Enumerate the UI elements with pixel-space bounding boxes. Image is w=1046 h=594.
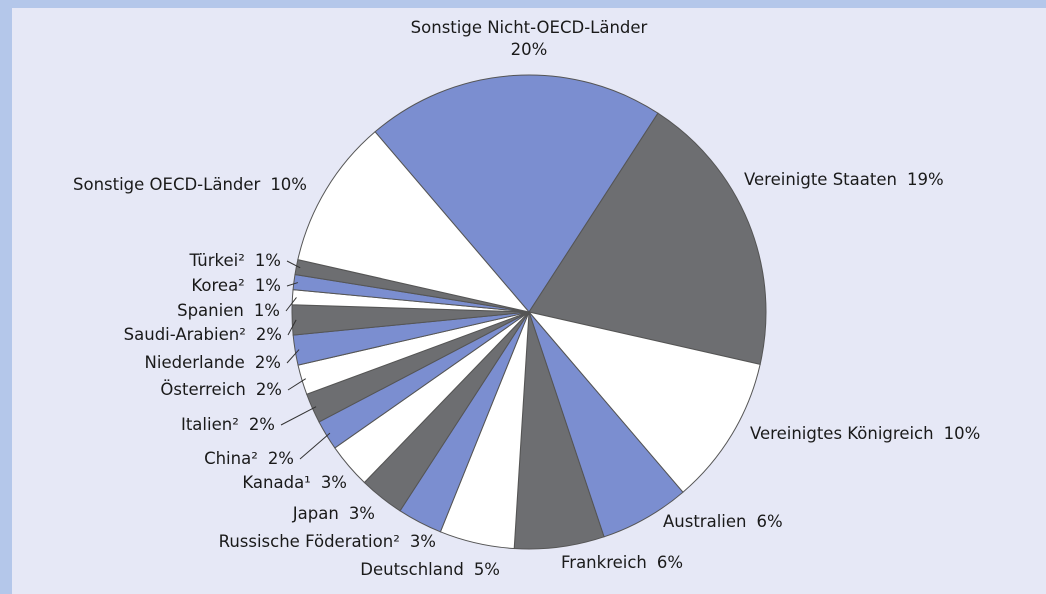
slice-name: Österreich <box>160 380 245 399</box>
slice-name: Korea² <box>191 276 244 295</box>
slice-label: Niederlande 2% <box>145 353 281 372</box>
pie-slice <box>297 131 531 313</box>
leader-line <box>285 297 297 312</box>
slice-value: 2% <box>256 380 282 399</box>
slice-name: Türkei² <box>188 251 244 270</box>
slice-label: Vereinigte Staaten 19% <box>744 170 944 189</box>
slice-value: 10% <box>944 424 981 443</box>
slice-name: Sonstige Nicht-OECD-Länder <box>411 18 648 37</box>
slice-label: Korea² 1% <box>191 276 281 295</box>
slice-label: Australien 6% <box>663 512 783 531</box>
slice-value: 19% <box>907 170 944 189</box>
slice-label: Sonstige Nicht-OECD-Länder 20% <box>411 18 648 59</box>
slice-label: Österreich 2% <box>160 380 282 399</box>
leader-line <box>286 260 301 269</box>
slice-name: Japan <box>292 504 339 523</box>
slice-name: Vereinigte Staaten <box>744 170 897 189</box>
slice-label: Saudi-Arabien² 2% <box>124 325 282 344</box>
slice-value: 3% <box>410 532 436 551</box>
slice-label: Japan 3% <box>292 504 375 523</box>
slice-name: China² <box>204 449 258 468</box>
slice-value: 20% <box>511 40 548 59</box>
slice-value: 2% <box>256 325 282 344</box>
slice-name: Italien² <box>181 415 239 434</box>
slice-label: Russische Föderation² 3% <box>219 532 436 551</box>
slice-name: Kanada¹ <box>242 473 310 492</box>
slice-value: 2% <box>268 449 294 468</box>
slice-name: Sonstige OECD-Länder <box>73 175 261 194</box>
slice-label: Deutschland 5% <box>360 560 500 579</box>
leader-line <box>286 282 299 287</box>
slice-value: 1% <box>255 251 281 270</box>
slice-name: Saudi-Arabien² <box>124 325 246 344</box>
slice-label: Türkei² 1% <box>188 251 281 270</box>
slice-value: 6% <box>756 512 782 531</box>
slice-name: Russische Föderation² <box>219 532 400 551</box>
leader-line <box>287 319 297 336</box>
slice-label: Frankreich 6% <box>561 553 683 572</box>
slice-value: 2% <box>249 415 275 434</box>
slice-name: Spanien <box>177 301 244 320</box>
slice-label: China² 2% <box>204 449 294 468</box>
slice-name: Frankreich <box>561 553 647 572</box>
slice-label: Vereinigtes Königreich 10% <box>750 424 980 443</box>
leader-line <box>299 432 331 460</box>
slice-value: 3% <box>321 473 347 492</box>
slice-value: 3% <box>349 504 375 523</box>
pie-slice <box>374 74 659 313</box>
slice-label: Sonstige OECD-Länder 10% <box>73 175 307 194</box>
slice-value: 6% <box>657 553 683 572</box>
leader-line <box>280 406 317 426</box>
pie-slice <box>528 112 767 365</box>
slice-value: 5% <box>474 560 500 579</box>
slice-label: Italien² 2% <box>181 415 275 434</box>
slice-value: 1% <box>254 301 280 320</box>
pie-slice <box>527 311 761 493</box>
slice-value: 1% <box>255 276 281 295</box>
slice-name: Vereinigtes Königreich <box>750 424 934 443</box>
leader-line <box>287 378 307 391</box>
slice-name: Australien <box>663 512 746 531</box>
slice-label: Spanien 1% <box>177 301 280 320</box>
slice-value: 10% <box>270 175 307 194</box>
slice-value: 2% <box>255 353 281 372</box>
slice-name: Niederlande <box>145 353 245 372</box>
leader-line <box>286 349 300 364</box>
slice-label: Kanada¹ 3% <box>242 473 347 492</box>
slice-name: Deutschland <box>360 560 464 579</box>
